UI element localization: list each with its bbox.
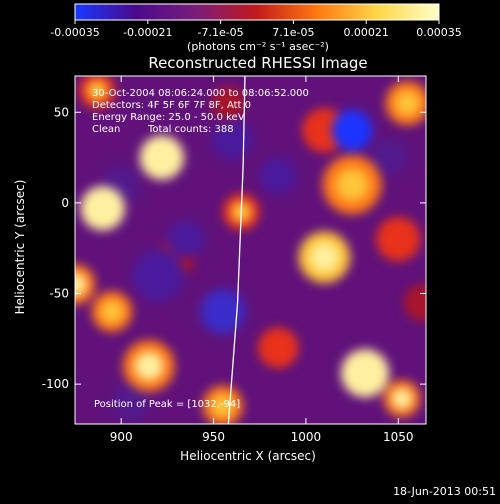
- colorbar-tick-label: -0.00021: [123, 26, 172, 39]
- x-tick-label: 1000: [291, 430, 322, 444]
- heatmap-blob-core: [211, 394, 234, 418]
- heatmap-blob: [370, 139, 408, 177]
- info-counts: Total counts: 388: [147, 124, 234, 135]
- heatmap-blob: [376, 216, 421, 262]
- heatmap-blob: [211, 86, 245, 120]
- x-tick-label: 900: [110, 430, 133, 444]
- heatmap-blob: [331, 110, 373, 151]
- heatmap-blob-core: [90, 196, 115, 221]
- heatmap-blob: [111, 383, 149, 421]
- heatmap-blob-core: [351, 360, 379, 387]
- axes: 900 950 1000 1050 50 0 -50 -100: [42, 76, 426, 444]
- heatmap-blob-core: [75, 273, 87, 296]
- x-tick-label: 950: [202, 430, 225, 444]
- heatmap-blob: [132, 249, 184, 302]
- heatmap-blob: [211, 119, 253, 160]
- heatmap-blob: [259, 157, 297, 195]
- x-tick-label: 1050: [383, 430, 414, 444]
- info-energy: Energy Range: 25.0 - 50.0 keV: [92, 112, 245, 123]
- colorbar-tick-label: -0.00035: [50, 26, 99, 39]
- heatmap-blob: [200, 289, 245, 334]
- colorbar-tick-label: 0.00035: [416, 26, 462, 39]
- heatmap-blob-core: [310, 243, 339, 272]
- peak-label: Position of Peak = [1032,-94]: [94, 399, 240, 410]
- colorbar-ticks: -0.00035 -0.00021 -7.1e-05 7.1e-05 0.00021 0.…: [50, 20, 462, 39]
- y-tick-label: -50: [49, 287, 69, 301]
- colorbar-tick-label: 0.00021: [343, 26, 389, 39]
- plot-frame: [74, 75, 427, 425]
- heatmap-blob-core: [87, 80, 108, 101]
- heatmap-blob: [257, 327, 299, 369]
- footer-date: 18-Jun-2013 00:51: [393, 485, 496, 498]
- info-clean: Clean: [92, 124, 120, 135]
- info-block: 30-Oct-2004 08:06:24.000 to 08:06:52.000…: [92, 88, 309, 135]
- colorbar: [74, 3, 440, 21]
- info-time: 30-Oct-2004 08:06:24.000 to 08:06:52.000: [92, 88, 309, 99]
- colorbar-tick-label: -7.1e-05: [197, 26, 243, 39]
- heatmap-blob-core: [149, 145, 175, 170]
- y-tick-label: 0: [61, 196, 69, 210]
- heatmap-blob-core: [100, 300, 124, 323]
- heatmap-blob-core: [395, 90, 420, 116]
- heatmap-blob: [167, 220, 205, 258]
- heatmap-blob-core: [335, 168, 369, 202]
- heatmap-blob-core: [391, 388, 413, 409]
- info-detectors: Detectors: 4F 5F 6F 7F 8F, Att 0: [92, 100, 251, 111]
- heatmap-blob: [403, 284, 426, 322]
- heatmap-blob-core: [134, 351, 164, 381]
- plot-area: [75, 76, 426, 424]
- x-axis-label: Heliocentric X (arcsec): [180, 449, 316, 463]
- colorbar-units: (photons cm⁻² s⁻¹ asec⁻²): [187, 40, 329, 53]
- solar-limb-line: [227, 76, 246, 424]
- heatmap-image: [75, 76, 426, 424]
- chart-title: Reconstructed RHESSI Image: [148, 54, 367, 72]
- y-tick-label: -100: [42, 377, 69, 391]
- colorbar-tick-label: 7.1e-05: [272, 26, 314, 39]
- y-tick-label: 50: [54, 105, 69, 119]
- y-axis-label: Heliocentric Y (arcsec): [13, 180, 27, 315]
